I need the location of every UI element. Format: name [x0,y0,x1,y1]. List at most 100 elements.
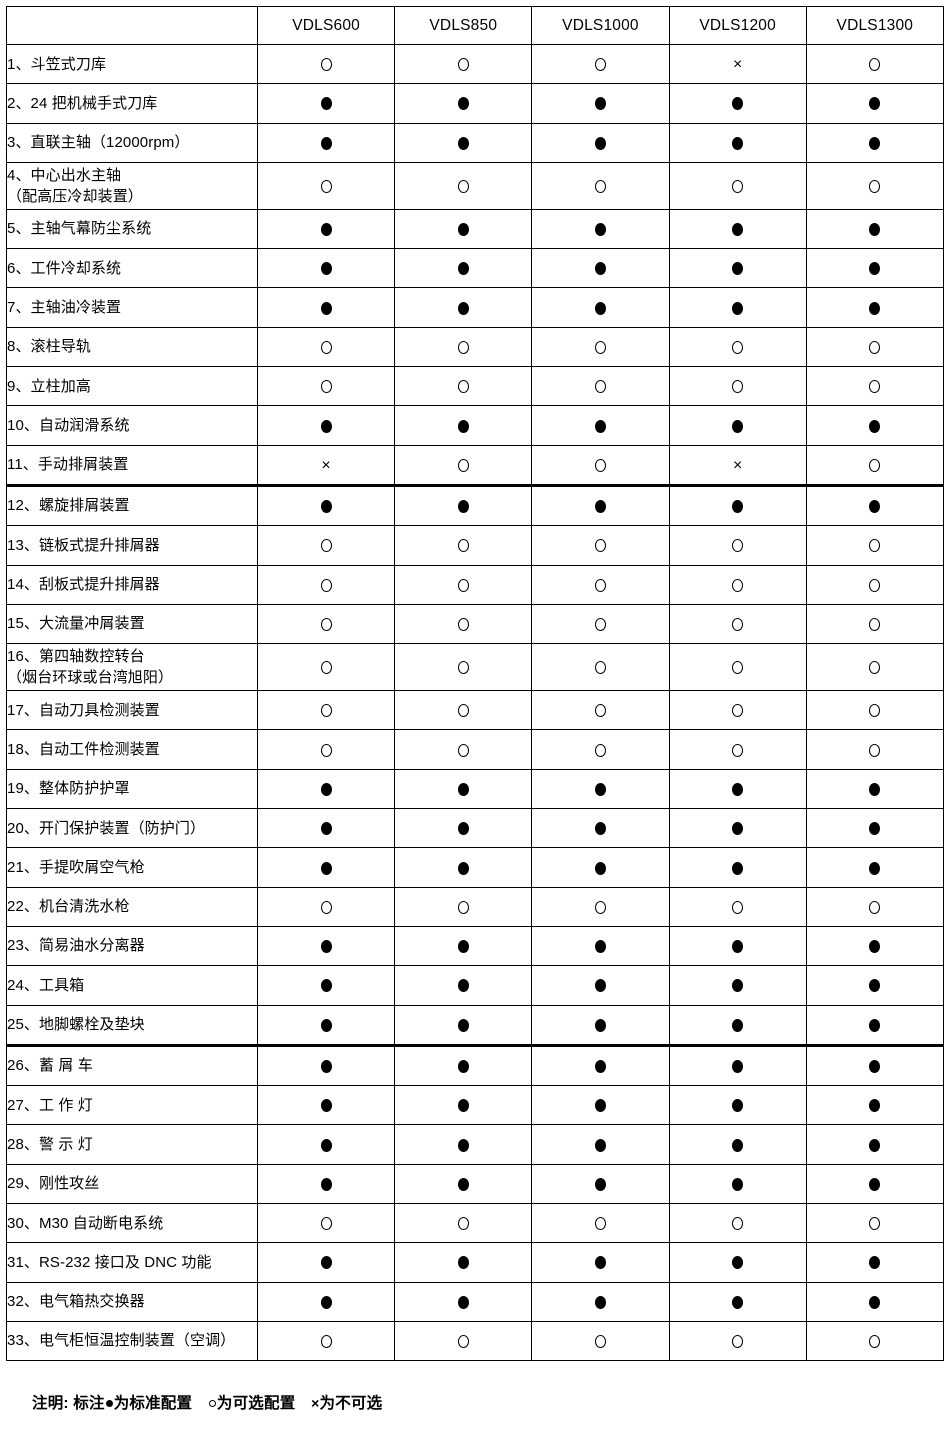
availability-cell [394,1004,533,1047]
availability-cell [394,208,533,250]
availability-cell [805,965,944,1006]
availability-cell [805,729,944,770]
availability-cell [668,643,807,692]
feature-label: 8、滚柱导轨 [6,326,258,368]
legend-filled-icon [105,1399,113,1407]
filled-circle-icon [732,500,744,514]
open-circle-icon [732,1335,744,1349]
open-circle-icon [457,578,469,592]
filled-circle-icon [732,979,744,993]
availability-cell [668,1320,807,1362]
table-row: 8、滚柱导轨 [6,326,944,368]
availability-cell [394,729,533,770]
cross-icon: × [321,456,331,474]
filled-circle-icon [732,1138,744,1152]
filled-circle-icon [732,419,744,433]
availability-cell [394,1085,533,1126]
table-row: 2、24 把机械手式刀库 [6,83,944,124]
feature-label: 27、工 作 灯 [6,1085,258,1126]
table-row: 4、中心出水主轴 （配高压冷却装置） [6,161,944,210]
filled-circle-icon [457,1295,469,1309]
availability-cell [805,484,944,527]
filled-circle-icon [594,1099,606,1113]
table-row: 28、警 示 灯 [6,1124,944,1165]
availability-cell [805,1085,944,1126]
filled-circle-icon [594,136,606,150]
availability-cell [805,43,944,85]
table-row: 9、立柱加高 [6,366,944,407]
filled-circle-icon [457,97,469,111]
feature-label: 7、主轴油冷装置 [6,287,258,328]
availability-cell [256,690,396,731]
availability-cell [394,1163,533,1205]
open-circle-icon [869,900,881,914]
open-circle-icon [594,900,606,914]
filled-circle-icon [869,1099,881,1113]
availability-cell [531,484,670,527]
open-circle-icon [869,458,881,472]
availability-cell [668,808,807,849]
filled-circle-icon [732,940,744,954]
filled-circle-icon [457,1177,469,1191]
open-circle-icon [457,618,469,632]
feature-label: 33、电气柜恒温控制装置（空调） [6,1320,258,1362]
open-circle-icon [320,58,332,72]
availability-cell [531,1085,670,1126]
filled-circle-icon [869,1138,881,1152]
feature-label: 3、直联主轴（12000rpm） [6,122,258,163]
availability-cell [531,287,670,328]
column-header-vdls850: VDLS850 [394,6,533,45]
filled-circle-icon [320,782,332,796]
availability-cell [805,1203,944,1244]
feature-label: 9、立柱加高 [6,366,258,407]
feature-label: 1、斗笠式刀库 [6,43,258,85]
availability-cell [256,405,396,446]
open-circle-icon [869,380,881,394]
availability-cell [805,808,944,849]
open-circle-icon [732,179,744,193]
availability-cell [256,248,396,289]
availability-cell [394,43,533,85]
availability-cell [256,43,396,85]
availability-cell [256,925,396,967]
open-circle-icon [594,458,606,472]
availability-cell [805,287,944,328]
feature-label: 31、RS-232 接口及 DNC 功能 [6,1242,258,1283]
availability-cell [394,83,533,124]
availability-cell [394,122,533,163]
availability-cell [394,326,533,368]
availability-cell [256,886,396,927]
filled-circle-icon [320,1060,332,1073]
table-row: 27、工 作 灯 [6,1085,944,1126]
feature-label: 26、蓄 屑 车 [6,1044,258,1087]
legend-note: 注明: 标注 为标准配置 为可选配置 ×为不可选 [6,1373,943,1431]
availability-cell [256,847,396,888]
availability-cell [394,1124,533,1165]
availability-cell [805,366,944,407]
table-row: 14、刮板式提升排屑器 [6,564,944,605]
availability-cell [805,564,944,605]
availability-cell [668,1044,807,1087]
table-row: 23、简易油水分离器 [6,925,944,967]
filled-circle-icon [594,223,606,237]
availability-cell [531,1242,670,1283]
open-circle-icon [320,1335,332,1349]
filled-circle-icon [732,782,744,796]
filled-circle-icon [320,419,332,433]
open-circle-icon [869,340,881,354]
availability-cell [394,768,533,810]
availability-cell [394,564,533,605]
filled-circle-icon [457,1018,469,1032]
availability-cell [805,248,944,289]
feature-label: 2、24 把机械手式刀库 [6,83,258,124]
filled-circle-icon [869,940,881,954]
availability-cell [805,326,944,368]
table-row: 3、直联主轴（12000rpm） [6,122,944,163]
filled-circle-icon [869,262,881,276]
availability-cell [256,484,396,527]
availability-cell [394,366,533,407]
filled-circle-icon [732,1256,744,1270]
filled-circle-icon [457,782,469,796]
filled-circle-icon [732,136,744,150]
open-circle-icon [457,58,469,72]
